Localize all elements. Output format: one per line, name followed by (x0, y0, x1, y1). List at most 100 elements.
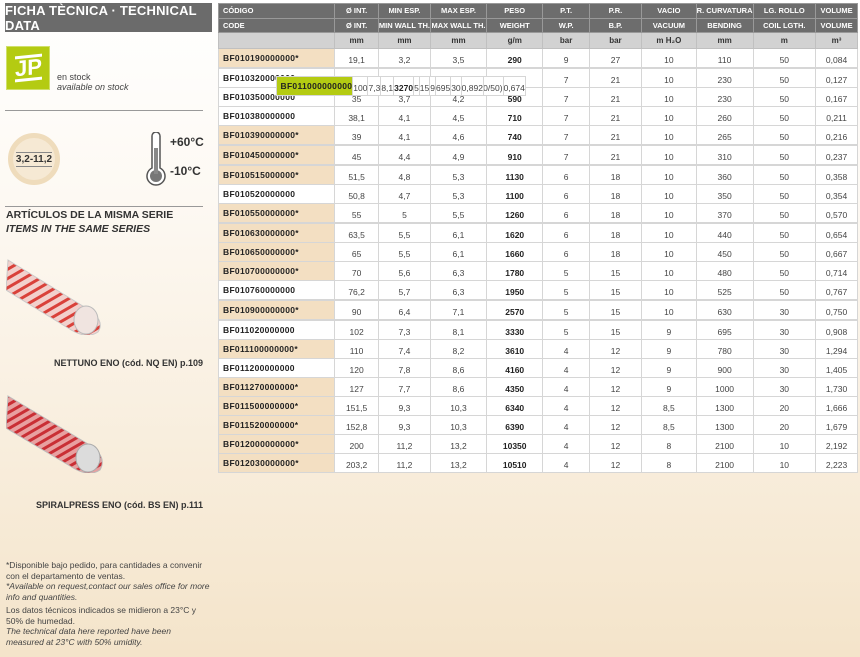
table-cell: 15 (418, 75, 431, 96)
table-cell: 15 (588, 300, 643, 320)
column-header: bar (588, 32, 643, 49)
table-cell: 9 (542, 48, 590, 68)
column-header: WEIGHT (485, 17, 544, 33)
table-cell: 20 (752, 396, 817, 416)
product-code: BF010550000000* (217, 203, 336, 223)
table-cell: 18 (588, 203, 643, 223)
table-cell: 0,127 (815, 68, 858, 88)
table-row: BF011200000000 120 7,8 8,6 4160 4 12 9 900 30 1,40… (217, 358, 858, 378)
table-cell: 19,1 (334, 48, 379, 68)
table-cell: 0,654 (815, 223, 858, 243)
table-cell: 45 (334, 145, 379, 165)
table-cell: 8,2 (429, 339, 487, 359)
table-cell: 10 (641, 280, 697, 300)
table-cell: 30 (752, 377, 817, 397)
table-cell: 7,3 (377, 320, 431, 340)
table-cell: 1,294 (815, 339, 858, 359)
column-header: LG. ROLLO (752, 3, 817, 19)
table-cell: 4160 (485, 358, 544, 378)
table-cell: 1130 (485, 165, 544, 185)
table-cell: 21 (588, 87, 643, 107)
table-cell: 127 (334, 377, 379, 397)
divider (5, 206, 203, 207)
table-cell: 0,216 (815, 125, 858, 145)
column-header: B.P. (588, 17, 643, 33)
table-cell: 18 (588, 242, 643, 262)
table-cell: 5 (542, 320, 590, 340)
table-cell: 10 (641, 145, 697, 165)
series-item-caption: SPIRALPRESS ENO (cód. BS EN) p.111 (35, 500, 203, 510)
table-cell: 0,084 (815, 48, 858, 68)
table-cell: 18 (588, 165, 643, 185)
table-row: BF010450000000* 45 4,4 4,9 910 7 21 10 310 50 0,23… (217, 145, 858, 165)
table-row: BF010650000000* 65 5,5 6,1 1660 6 18 10 450 50 0,6… (217, 242, 858, 262)
table-cell: 6 (542, 165, 590, 185)
table-row: BF011000000000 100 7,3 8,1 3270 5 15 9 695 30 0,89… (275, 75, 484, 96)
column-header: bar (542, 32, 590, 49)
table-cell: 5,3 (429, 165, 487, 185)
table-cell: 7 (542, 145, 590, 165)
table-cell: 780 (695, 339, 754, 359)
table-cell: 8,6 (429, 377, 487, 397)
table-cell: 50,8 (334, 184, 379, 204)
series-heading: ARTÍCULOS DE LA MISMA SERIE ITEMS IN THE … (6, 209, 174, 235)
product-code: BF010700000000* (217, 261, 336, 281)
table-row: BF011520000000* 152,8 9,3 10,3 6390 4 12 8,5 130… (217, 415, 858, 435)
column-header: g/m (485, 32, 544, 49)
table-cell: 12 (588, 453, 643, 473)
table-cell: 3330 (485, 320, 544, 340)
table-cell: 50 (752, 87, 817, 107)
table-cell: 900 (695, 358, 754, 378)
table-row: BF012000000000* 200 11,2 13,2 10350 4 12 8 2100 1… (217, 434, 858, 454)
table-cell: 1300 (695, 415, 754, 435)
column-header: MIN WALL TH. (377, 17, 431, 33)
table-cell: 8,6 (429, 358, 487, 378)
table-cell: 151,5 (334, 396, 379, 416)
product-code: BF010520000000 (217, 184, 336, 204)
column-header: mm (429, 32, 487, 49)
thickness-range-badge: 3,2-11,2 (8, 133, 60, 185)
table-cell: 8 (641, 434, 697, 454)
product-code: BF011500000000* (217, 396, 336, 416)
table-cell: 8,5 (641, 396, 697, 416)
table-cell: 6 (542, 242, 590, 262)
table-cell: 450 (695, 242, 754, 262)
table-cell: 50 (752, 48, 817, 68)
table-cell: 38,1 (334, 106, 379, 126)
table-cell: 3,5 (429, 48, 487, 68)
table-cell: 70 (334, 261, 379, 281)
column-header: mm (695, 32, 754, 49)
table-cell: 50 (752, 68, 817, 88)
table-cell: 102 (334, 320, 379, 340)
table-cell: 12 (588, 339, 643, 359)
table-cell: 30 (752, 358, 817, 378)
table-cell: 50 (752, 106, 817, 126)
table-cell: 6,4 (377, 300, 431, 320)
table-cell: 265 (695, 125, 754, 145)
table-cell: 5,5 (429, 203, 487, 223)
table-cell: 2,192 (815, 434, 858, 454)
table-cell: 55 (334, 203, 379, 223)
thermometer-icon (146, 132, 166, 186)
table-cell: 30 (450, 75, 462, 96)
table-cell: 7,1 (429, 300, 487, 320)
table-cell: 0,237 (815, 145, 858, 165)
table-cell: 7,8 (377, 358, 431, 378)
product-code: BF010390000000* (217, 125, 336, 145)
table-cell: 4,1 (377, 125, 431, 145)
column-header: MAX WALL TH. (429, 17, 487, 33)
table-cell: 4 (542, 377, 590, 397)
table-cell: 12 (588, 358, 643, 378)
table-cell: 4,8 (377, 165, 431, 185)
table-cell: 1,666 (815, 396, 858, 416)
table-cell: 12 (588, 415, 643, 435)
table-cell: 30 (752, 300, 817, 320)
table-cell: 10 (641, 87, 697, 107)
table-cell: 360 (695, 165, 754, 185)
table-cell: 63,5 (334, 223, 379, 243)
product-code: BF010760000000 (217, 280, 336, 300)
table-row: BF011100000000* 110 7,4 8,2 3610 4 12 9 780 30 1,2… (217, 339, 858, 359)
min-temperature: -10°C (170, 164, 201, 178)
column-header: Ø INT. (334, 3, 379, 19)
table-cell: 4 (542, 453, 590, 473)
